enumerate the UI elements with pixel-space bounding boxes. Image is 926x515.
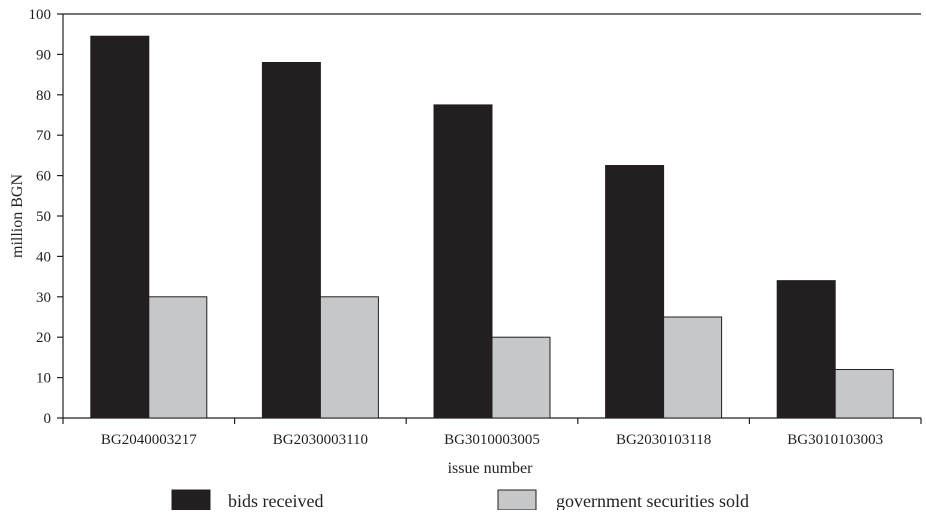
y-tick-label: 80 <box>36 88 51 104</box>
y-tick-label: 0 <box>44 411 52 427</box>
y-tick-label: 20 <box>36 330 51 346</box>
x-category-label: BG3010003005 <box>444 432 540 448</box>
bar-government-securities-sold <box>663 316 723 419</box>
x-axis-title: issue number <box>448 460 534 477</box>
bar-bids-received <box>605 165 665 419</box>
bar-government-securities-sold <box>319 296 379 419</box>
y-tick-label: 60 <box>36 169 51 185</box>
y-tick-label: 50 <box>36 209 51 225</box>
legend-swatch <box>497 489 537 511</box>
legend-swatch <box>171 489 211 511</box>
x-category-label: BG2030103118 <box>616 432 711 448</box>
y-tick-label: 40 <box>36 249 51 265</box>
y-tick-label: 10 <box>36 371 51 387</box>
bar-government-securities-sold <box>148 296 208 419</box>
x-category-label: BG3010103003 <box>787 432 883 448</box>
y-axis-ticks: 0 10 20 30 40 50 60 70 80 90 100 <box>29 7 63 427</box>
y-tick-label: 30 <box>36 290 51 306</box>
y-tick-label: 90 <box>36 47 51 63</box>
bar-bids-received <box>261 61 321 419</box>
y-axis-title: million BGN <box>9 174 26 258</box>
bar-bids-received <box>90 35 150 419</box>
x-category-label: BG2030003110 <box>273 432 368 448</box>
legend-label: government securities sold <box>556 491 749 510</box>
legend: bids received government securities sold <box>171 489 749 511</box>
bar-bids-received <box>433 104 493 419</box>
y-tick-label: 70 <box>36 128 51 144</box>
x-category-label: BG2040003217 <box>101 432 197 448</box>
bar-government-securities-sold <box>491 336 551 419</box>
x-axis-ticks: BG2040003217 BG2030003110 BG3010003005 BG20… <box>62 418 922 448</box>
legend-label: bids received <box>228 491 323 510</box>
y-tick-label: 100 <box>29 7 52 23</box>
bar-government-securities-sold <box>834 369 894 419</box>
bars <box>90 35 894 419</box>
bar-bids-received <box>776 280 836 419</box>
